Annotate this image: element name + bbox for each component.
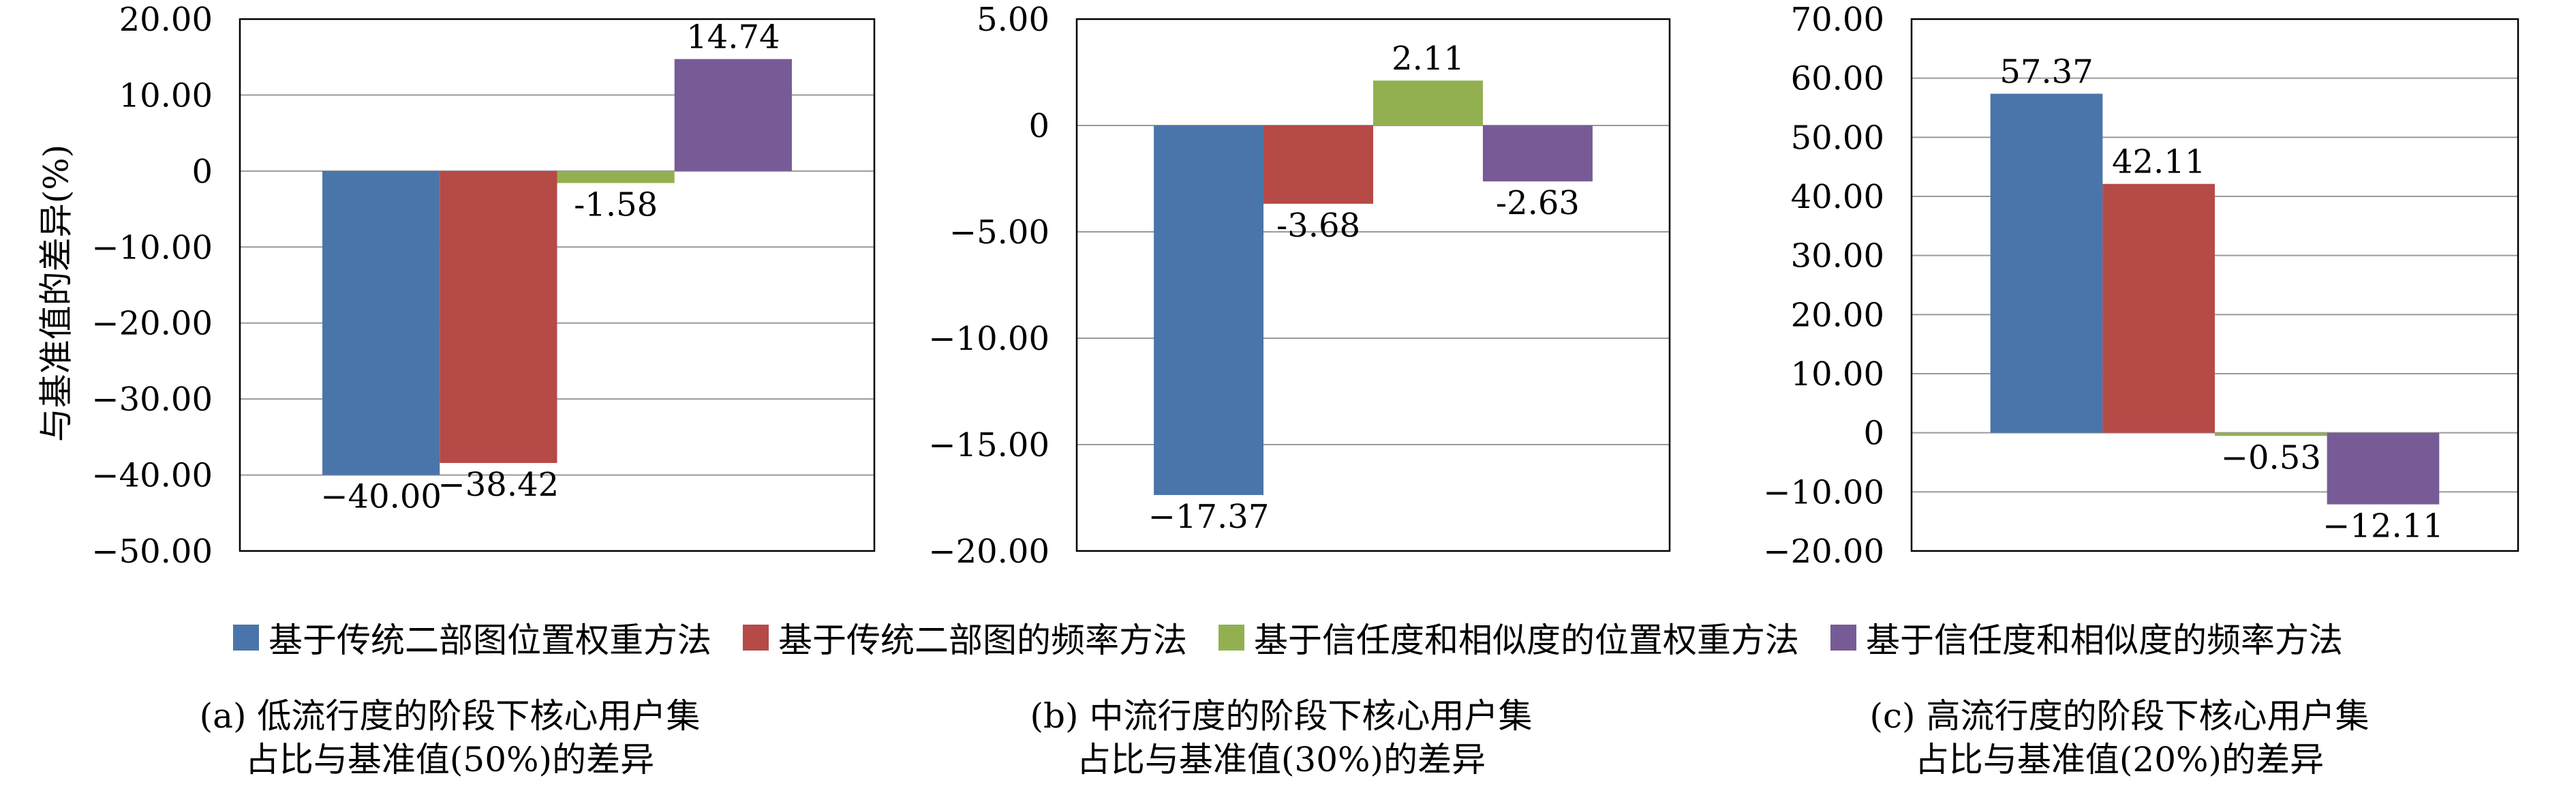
data-label-a-2: −38.42: [438, 466, 559, 504]
bar-c-3: [2215, 432, 2327, 436]
y-tick-label-c: −10.00: [1763, 473, 1884, 511]
bar-a-4: [674, 59, 792, 171]
y-tick-label-c: 50.00: [1791, 119, 1884, 157]
data-label-c-2: 42.11: [2112, 143, 2205, 181]
legend-swatch-3: [1218, 625, 1244, 651]
legend-swatch-2: [743, 625, 769, 651]
data-label-b-1: −17.37: [1148, 498, 1270, 536]
y-tick-label-a: 0: [191, 153, 213, 191]
data-label-b-4: -2.63: [1496, 184, 1580, 222]
legend-label-1: 基于传统二部图位置权重方法: [269, 621, 711, 660]
y-tick-label-a: 20.00: [119, 1, 213, 39]
y-tick-label-a: −10.00: [91, 228, 213, 267]
data-label-a-1: −40.00: [320, 478, 442, 516]
caption-a-line-2: 占比与基准值(50%)的差异: [245, 740, 655, 779]
caption-a-line-1: (a) 低流行度的阶段下核心用户集: [199, 696, 701, 736]
y-tick-label-c: 20.00: [1791, 296, 1884, 334]
caption-b-line-2: 占比与基准值(30%)的差异: [1076, 740, 1486, 779]
bar-b-4: [1482, 125, 1593, 182]
data-label-a-3: -1.58: [574, 185, 658, 224]
data-label-c-3: −0.53: [2221, 438, 2321, 477]
legend-item-2: 基于传统二部图的频率方法: [743, 613, 1187, 662]
y-tick-label-c: 10.00: [1791, 355, 1884, 393]
y-tick-label-c: −20.00: [1763, 533, 1884, 571]
y-tick-label-b: −15.00: [928, 426, 1049, 464]
bar-b-2: [1263, 125, 1373, 204]
legend-item-1: 基于传统二部图位置权重方法: [233, 613, 711, 662]
data-label-c-1: 57.37: [1999, 53, 2093, 91]
bar-c-1: [1990, 93, 2103, 433]
plot-frame-b: [1075, 18, 1671, 552]
plot-frame-c: [1910, 18, 2519, 552]
y-tick-label-a: −20.00: [91, 305, 213, 343]
legend-label-4: 基于信任度和相似度的频率方法: [1866, 621, 2343, 660]
bar-c-4: [2327, 432, 2440, 505]
legend-item-4: 基于信任度和相似度的频率方法: [1830, 613, 2343, 662]
y-tick-label-b: −10.00: [928, 320, 1049, 358]
y-tick-label-b: −20.00: [928, 533, 1049, 571]
bar-a-3: [557, 170, 675, 183]
bar-b-1: [1154, 125, 1264, 495]
y-tick-label-c: 0: [1863, 415, 1884, 453]
y-tick-label-a: −40.00: [91, 457, 213, 495]
caption-a: (a) 低流行度的阶段下核心用户集 占比与基准值(50%)的差异: [75, 694, 825, 781]
bar-c-2: [2102, 183, 2215, 433]
legend-label-3: 基于信任度和相似度的位置权重方法: [1254, 621, 1799, 660]
bar-a-1: [322, 170, 440, 475]
data-label-b-2: -3.68: [1276, 207, 1360, 245]
legend-label-2: 基于传统二部图的频率方法: [778, 621, 1187, 660]
legend: 基于传统二部图位置权重方法 基于传统二部图的频率方法 基于信任度和相似度的位置权…: [0, 610, 2576, 665]
y-tick-label-c: 60.00: [1791, 60, 1884, 98]
legend-item-3: 基于信任度和相似度的位置权重方法: [1218, 613, 1799, 662]
plot-frame-a: [239, 18, 876, 552]
y-tick-label-c: 40.00: [1791, 178, 1884, 216]
legend-swatch-1: [233, 625, 259, 651]
y-tick-label-a: −30.00: [91, 380, 213, 419]
caption-c: (c) 高流行度的阶段下核心用户集 占比与基准值(20%)的差异: [1745, 694, 2494, 781]
caption-c-line-2: 占比与基准值(20%)的差异: [1914, 740, 2325, 779]
y-tick-label-b: 0: [1028, 107, 1049, 145]
legend-swatch-4: [1830, 625, 1856, 651]
bar-b-3: [1373, 80, 1483, 125]
data-label-c-4: −12.11: [2322, 507, 2444, 546]
bar-a-2: [440, 170, 557, 463]
y-tick-label-c: 70.00: [1791, 1, 1884, 39]
caption-b-line-1: (b) 中流行度的阶段下核心用户集: [1030, 696, 1533, 736]
caption-b: (b) 中流行度的阶段下核心用户集 占比与基准值(30%)的差异: [906, 694, 1656, 781]
data-label-b-3: 2.11: [1392, 40, 1465, 78]
y-tick-label-c: 30.00: [1791, 237, 1884, 275]
y-tick-label-a: 10.00: [119, 76, 213, 115]
y-tick-label-a: −50.00: [91, 533, 213, 571]
data-label-a-4: 14.74: [686, 18, 780, 57]
caption-c-line-1: (c) 高流行度的阶段下核心用户集: [1869, 696, 2370, 736]
bar-charts: −50.00 −40.00 −30.00 −20.00 −10.00 0 10.00 20.0…: [91, 1, 2519, 571]
y-tick-label-b: 5.00: [977, 1, 1049, 39]
y-tick-label-b: −5.00: [949, 213, 1049, 252]
